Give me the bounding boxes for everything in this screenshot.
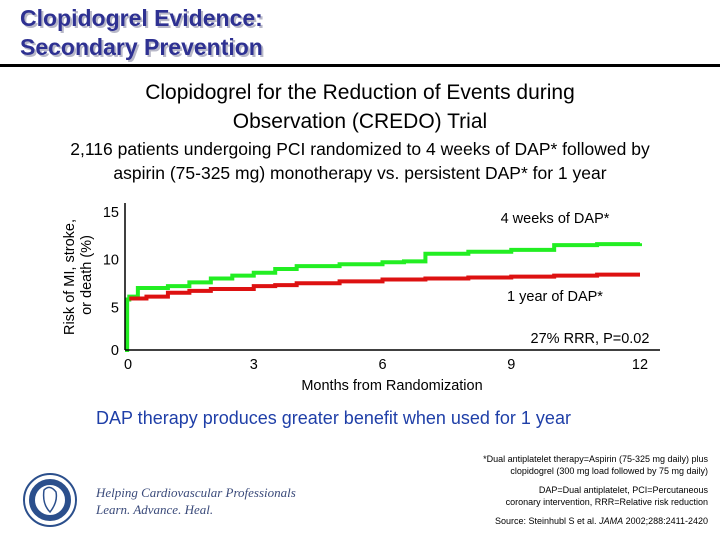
- trial-subtitle: Clopidogrel for the Reduction of Events …: [0, 78, 720, 136]
- takeaway-text: DAP therapy produces greater benefit whe…: [96, 408, 571, 428]
- description-line: aspirin (75-325 mg) monotherapy vs. pers…: [113, 163, 607, 183]
- source-journal: JAMA: [599, 516, 624, 526]
- series-line-4-weeks: [125, 242, 642, 352]
- legend-label-4-weeks: 4 weeks of DAP*: [501, 211, 610, 227]
- y-tick-label: 10: [103, 253, 119, 269]
- slide-title: Clopidogrel Evidence: Secondary Preventi…: [20, 4, 263, 62]
- y-tick-label: 15: [103, 205, 119, 221]
- description-line: 2,116 patients undergoing PCI randomized…: [70, 139, 650, 159]
- footnote-line: DAP=Dual antiplatelet, PCI=Percutaneous: [538, 485, 708, 495]
- source-citation: Source: Steinhubl S et al. JAMA 2002;288…: [495, 515, 708, 527]
- x-tick-label: 3: [250, 357, 258, 373]
- trial-description: 2,116 patients undergoing PCI randomized…: [0, 137, 720, 185]
- title-divider: [0, 64, 720, 67]
- x-tick-label: 12: [632, 357, 648, 373]
- acc-logo: [23, 473, 77, 527]
- km-chart: Risk of MI, stroke, or death (%) 0 3 6 9 12 0…: [62, 203, 660, 394]
- title-line: Clopidogrel Evidence:: [20, 5, 263, 31]
- x-axis-label: Months from Randomization: [301, 378, 482, 394]
- title-line: Secondary Prevention: [20, 34, 263, 60]
- subtitle-line: Clopidogrel for the Reduction of Events …: [145, 81, 575, 104]
- y-axis-label-line: Risk of MI, stroke,: [62, 219, 78, 335]
- x-tick-label: 0: [124, 357, 132, 373]
- tagline: Helping Cardiovascular Professionals Lea…: [96, 484, 296, 518]
- series-line-1-year: [129, 272, 640, 301]
- subtitle-line: Observation (CREDO) Trial: [232, 110, 488, 133]
- tagline-line: Helping Cardiovascular Professionals: [96, 485, 296, 500]
- y-axis-label-line: or death (%): [79, 235, 95, 315]
- footnote-line: clopidogrel (300 mg load followed by 75 …: [510, 466, 708, 476]
- legend-label-1-year: 1 year of DAP*: [507, 289, 603, 305]
- tagline-line: Learn. Advance. Heal.: [96, 502, 214, 517]
- footnote-line: *Dual antiplatelet therapy=Aspirin (75-3…: [483, 454, 708, 464]
- footnote-dap-definition: *Dual antiplatelet therapy=Aspirin (75-3…: [483, 453, 708, 477]
- footnote-abbreviations: DAP=Dual antiplatelet, PCI=Percutaneous …: [506, 484, 708, 508]
- source-prefix: Source: Steinhubl S et al.: [495, 516, 600, 526]
- y-axis-label: Risk of MI, stroke, or death (%): [62, 215, 95, 335]
- source-suffix: 2002;288:2411-2420: [623, 516, 708, 526]
- y-tick-label: 5: [111, 300, 119, 316]
- x-tick-label: 9: [507, 357, 515, 373]
- rrr-annotation: 27% RRR, P=0.02: [531, 331, 650, 347]
- y-tick-label: 0: [111, 343, 119, 359]
- x-tick-label: 6: [378, 357, 386, 373]
- footnote-line: coronary intervention, RRR=Relative risk…: [505, 497, 708, 507]
